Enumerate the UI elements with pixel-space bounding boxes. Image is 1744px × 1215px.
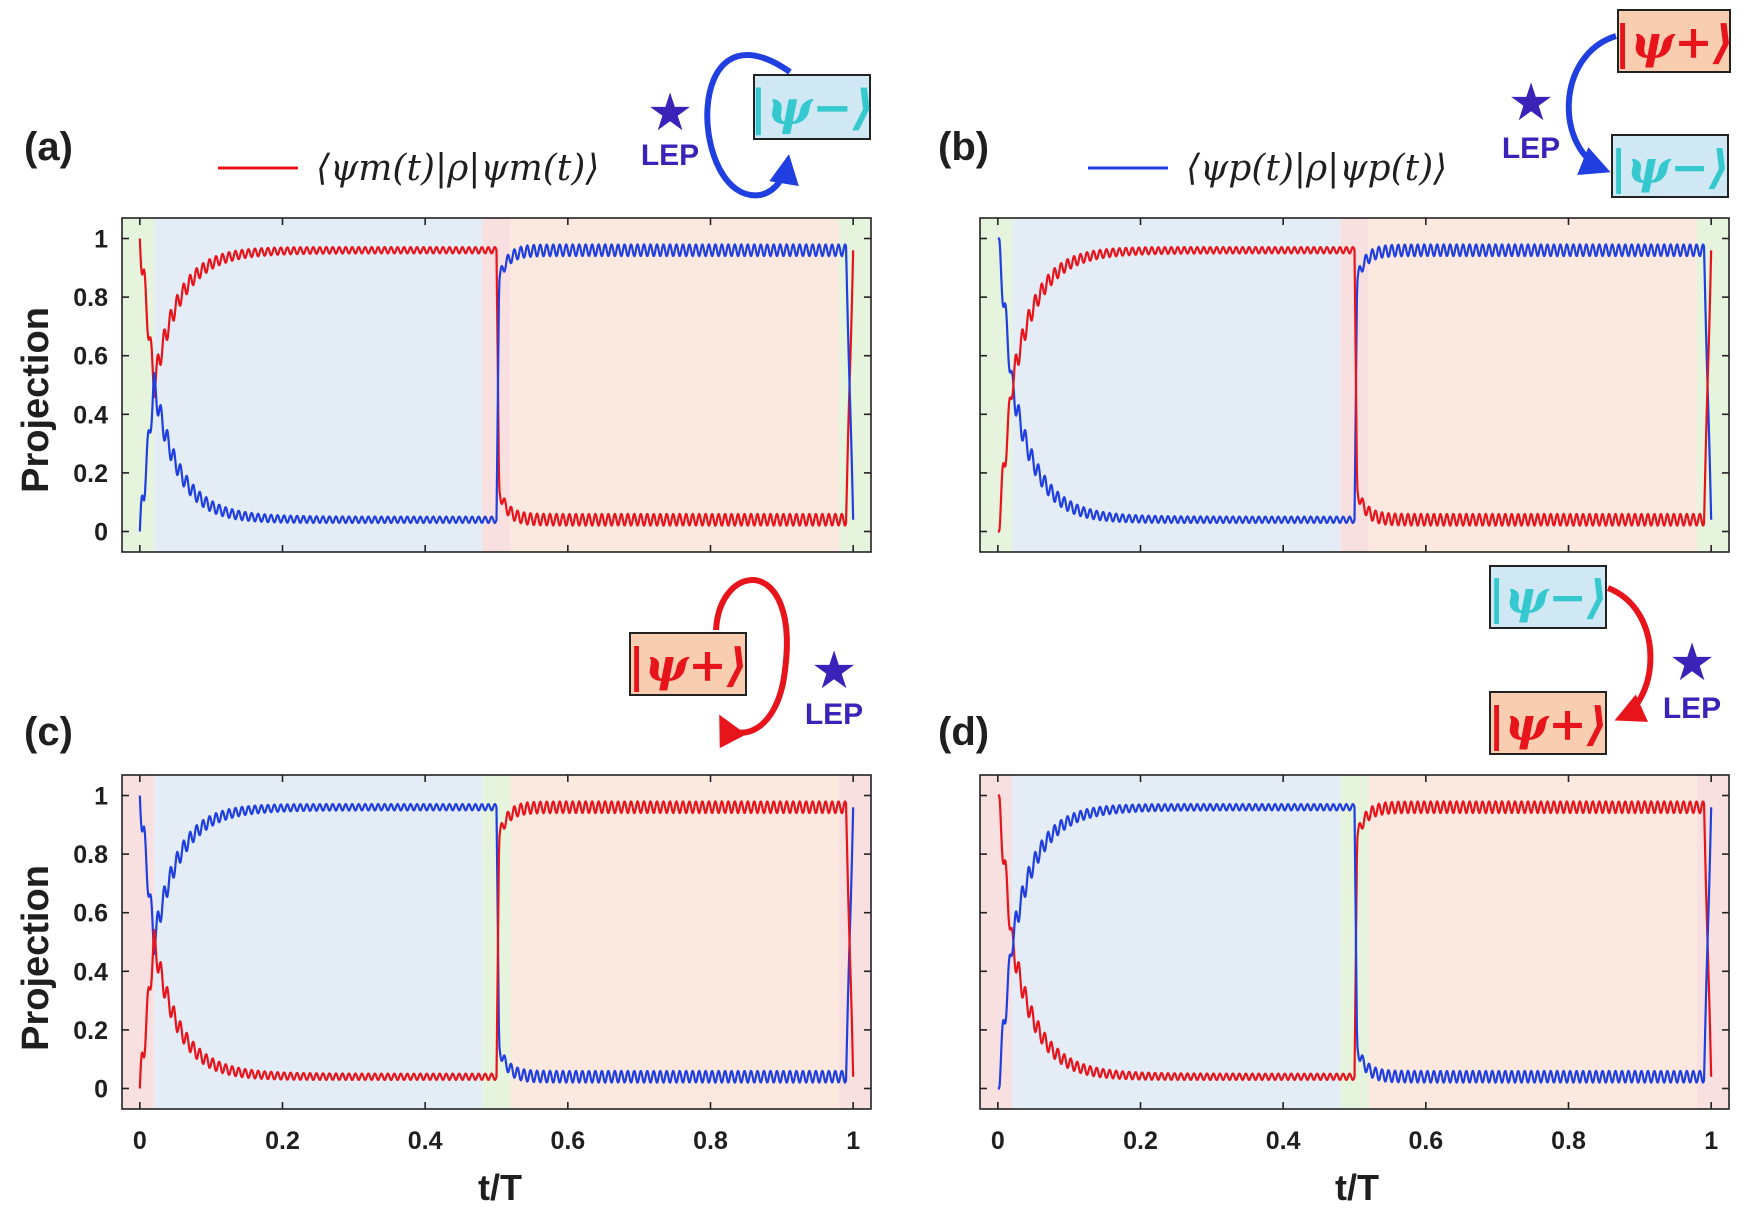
panel-d: 0 0.2 0.4 0.6 0.8 1 xyxy=(979,774,1730,1155)
panel-c: 0 0.2 0.4 0.6 0.8 1 0 0.2 0.4 0.6 0.8 1 xyxy=(73,774,872,1155)
shaded-region-orange xyxy=(510,218,839,552)
panel-label-b: (b) xyxy=(938,125,989,169)
y-tick-label: 0 xyxy=(94,518,108,546)
x-tick-label: 0.6 xyxy=(550,1127,585,1155)
state-diagram-c: |ψ+⟩ ★ LEP xyxy=(628,577,863,749)
lep-label-c: LEP xyxy=(805,698,863,731)
ket-minus-label-d: |ψ−⟩ xyxy=(1488,570,1608,624)
shaded-region-green xyxy=(838,218,871,552)
y-tick-label: 1 xyxy=(94,783,108,811)
panel-label-d: (d) xyxy=(938,710,989,754)
x-tick-label: 0.8 xyxy=(1551,1127,1586,1155)
shaded-region-blue xyxy=(154,218,483,552)
ket-plus-label-d: |ψ+⟩ xyxy=(1488,697,1608,751)
ket-plus-label-b: |ψ+⟩ xyxy=(1614,15,1734,69)
y-tick-label: 0 xyxy=(94,1075,108,1103)
y-axis-label-top: Projection xyxy=(15,307,57,493)
y-tick-label: 0.2 xyxy=(73,460,108,488)
axes-frame xyxy=(121,774,872,1110)
ket-plus-box-c xyxy=(629,632,747,696)
y-tick-label: 0.4 xyxy=(73,958,108,986)
transition-arrow-icon xyxy=(1565,33,1617,175)
state-diagram-d: |ψ−⟩ ★ LEP |ψ+⟩ xyxy=(1488,565,1721,755)
legend-label-b: ⟨ψp(t)|ρ|ψp(t)⟩ xyxy=(1186,148,1447,189)
x-tick-label: 0.8 xyxy=(693,1127,728,1155)
panel-label-a: (a) xyxy=(24,125,73,169)
panel-b xyxy=(979,217,1730,553)
series-line-red xyxy=(138,238,855,527)
shaded-region-blue xyxy=(154,775,483,1109)
shaded-region-orange xyxy=(1368,218,1697,552)
series-line-blue xyxy=(997,237,1713,525)
y-tick-label: 0.8 xyxy=(73,841,108,869)
loop-arrow-icon xyxy=(704,52,799,199)
panel-a: 0 0.2 0.4 0.6 0.8 1 xyxy=(73,217,872,553)
star-icon: ★ xyxy=(811,642,858,700)
x-tick-label: 0 xyxy=(991,1127,1005,1155)
series-line-red xyxy=(138,800,855,1089)
shaded-region-orange xyxy=(1368,775,1697,1109)
axes-frame xyxy=(121,217,872,553)
shaded-region-pink xyxy=(122,775,155,1109)
loop-arrow-icon xyxy=(713,577,790,749)
star-icon: ★ xyxy=(1508,74,1555,132)
shaded-region-blue xyxy=(1012,218,1341,552)
y-tick-label: 0.6 xyxy=(73,343,108,371)
transition-arrow-icon xyxy=(1606,585,1654,722)
y-tick-label: 0.8 xyxy=(73,284,108,312)
ket-plus-label-c: |ψ+⟩ xyxy=(628,638,748,692)
x-axis-label-d: t/T xyxy=(1335,1167,1379,1208)
star-icon: ★ xyxy=(1669,634,1716,692)
x-tick-label: 1 xyxy=(846,1127,860,1155)
legend-label-a: ⟨ψm(t)|ρ|ψm(t)⟩ xyxy=(316,148,599,189)
state-diagram-a: ★ LEP |ψ−⟩ xyxy=(641,52,875,199)
ket-minus-box-b xyxy=(1611,134,1729,198)
y-tick-label: 0.2 xyxy=(73,1017,108,1045)
y-tick-label: 1 xyxy=(94,226,108,254)
x-tick-label: 0 xyxy=(133,1127,147,1155)
series-line-blue xyxy=(138,795,855,1084)
y-tick-label: 0.6 xyxy=(73,900,108,928)
ket-plus-box-b xyxy=(1617,9,1731,73)
shaded-region-orange xyxy=(510,775,839,1109)
x-tick-label: 0.2 xyxy=(1123,1127,1158,1155)
ket-minus-label-a: |ψ−⟩ xyxy=(750,80,875,136)
series-line-red xyxy=(997,245,1713,533)
axes-frame xyxy=(979,774,1730,1110)
series-line-blue xyxy=(997,802,1713,1090)
ket-minus-box-d xyxy=(1489,565,1607,629)
shaded-region-green xyxy=(1696,218,1729,552)
panel-label-c: (c) xyxy=(24,710,73,754)
x-tick-label: 0.4 xyxy=(408,1127,443,1155)
ket-plus-box-d xyxy=(1489,691,1607,755)
shaded-region-green xyxy=(980,218,1013,552)
shaded-region-pink xyxy=(838,775,871,1109)
series-line-blue xyxy=(138,243,855,532)
x-axis-label-c: t/T xyxy=(478,1167,522,1208)
y-axis-label-bottom: Projection xyxy=(15,865,57,1051)
shaded-region-green xyxy=(122,218,155,552)
ket-minus-label-b: |ψ−⟩ xyxy=(1610,140,1730,194)
star-icon: ★ xyxy=(647,84,694,142)
lep-label-d: LEP xyxy=(1663,692,1721,725)
x-tick-label: 0.2 xyxy=(265,1127,300,1155)
shaded-region-blue xyxy=(1012,775,1341,1109)
axes-frame xyxy=(979,217,1730,553)
lep-label-b: LEP xyxy=(1502,132,1560,165)
x-tick-label: 0.4 xyxy=(1266,1127,1301,1155)
y-tick-label: 0.4 xyxy=(73,401,108,429)
x-tick-label: 0.6 xyxy=(1408,1127,1443,1155)
state-diagram-b: |ψ+⟩ ★ LEP |ψ−⟩ xyxy=(1502,9,1734,198)
series-line-red xyxy=(997,794,1713,1082)
lep-label-a: LEP xyxy=(641,139,699,172)
x-tick-label: 1 xyxy=(1704,1127,1718,1155)
ket-minus-box-a xyxy=(753,74,871,140)
shaded-region-pink xyxy=(980,775,1013,1109)
shaded-region-pink xyxy=(1696,775,1729,1109)
